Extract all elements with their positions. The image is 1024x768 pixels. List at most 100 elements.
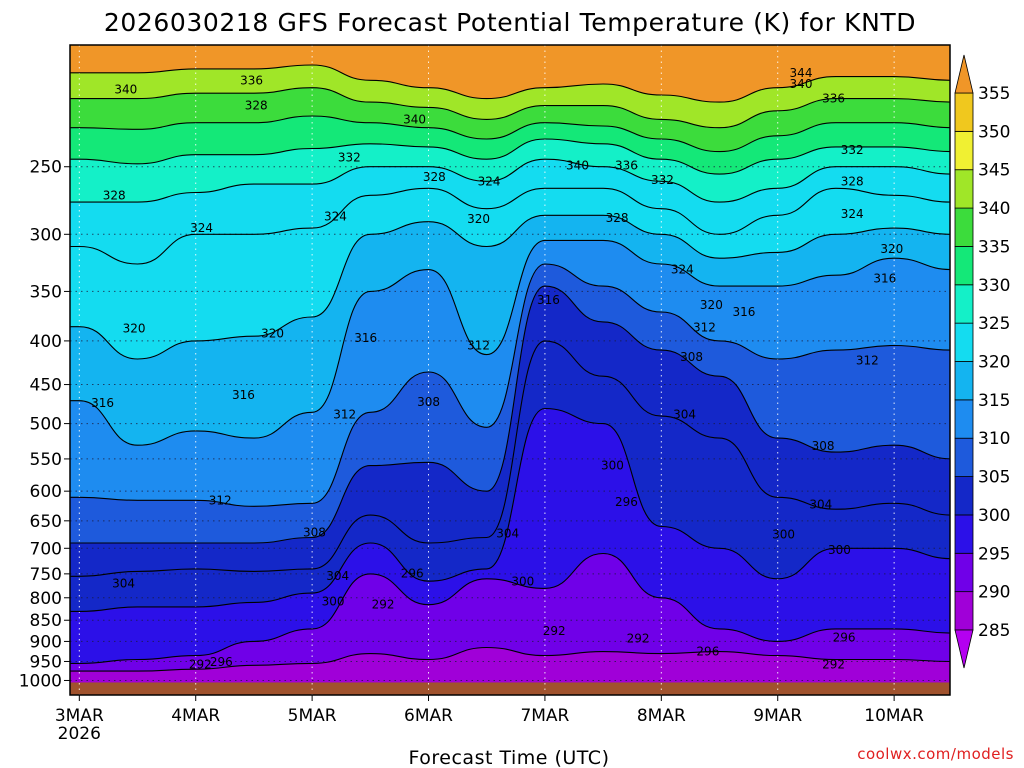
contour-label: 292 bbox=[822, 658, 845, 672]
contour-label: 328 bbox=[606, 211, 629, 225]
contour-line-336 bbox=[70, 115, 950, 153]
contour-line-304 bbox=[70, 340, 950, 577]
contour-line-316 bbox=[70, 239, 950, 446]
contour-label: 336 bbox=[240, 73, 263, 87]
colorbar-label: 335 bbox=[978, 237, 1010, 257]
colorbar-segment bbox=[954, 437, 974, 477]
contour-label: 300 bbox=[601, 459, 624, 473]
x-tick-label: 9MAR bbox=[753, 706, 802, 726]
colorbar-low-arrow bbox=[954, 629, 974, 669]
contour-label: 328 bbox=[841, 174, 864, 188]
contour-line-332 bbox=[70, 138, 950, 175]
colorbar-label: 350 bbox=[978, 122, 1010, 142]
colorbar-label: 300 bbox=[978, 506, 1010, 526]
contour-label: 324 bbox=[478, 174, 501, 188]
y-tick-label: 750 bbox=[30, 565, 62, 585]
contour-label: 312 bbox=[209, 493, 232, 507]
contour-label: 316 bbox=[733, 305, 756, 319]
contour-label: 344 bbox=[790, 66, 813, 80]
contour-label: 340 bbox=[566, 158, 589, 172]
colorbar-segment bbox=[954, 552, 974, 593]
contour-label: 316 bbox=[873, 271, 896, 285]
colorbar-label: 315 bbox=[978, 391, 1010, 411]
colorbar-segment bbox=[954, 361, 974, 401]
colorbar-label: 310 bbox=[978, 429, 1010, 449]
contour-label: 320 bbox=[700, 298, 723, 312]
contour-label: 336 bbox=[615, 158, 638, 172]
y-tick-label: 600 bbox=[30, 482, 62, 502]
contour-label: 312 bbox=[693, 321, 716, 335]
y-tick-label: 900 bbox=[30, 632, 62, 652]
y-tick-label: 450 bbox=[30, 376, 62, 396]
contour-label: 316 bbox=[232, 388, 255, 402]
colorbar-label: 330 bbox=[978, 276, 1010, 296]
contour-label: 312 bbox=[467, 339, 490, 353]
contour-line-328 bbox=[70, 158, 950, 203]
x-tick-label: 4MAR bbox=[171, 706, 220, 726]
colorbar-segment bbox=[954, 399, 974, 439]
colorbar-segment bbox=[954, 476, 974, 516]
contour-label: 312 bbox=[333, 408, 356, 422]
contour-label: 320 bbox=[123, 322, 146, 336]
contour-line-312 bbox=[70, 263, 950, 507]
contour-label: 300 bbox=[511, 575, 534, 589]
colorbar-segment bbox=[954, 591, 974, 631]
contour-label: 296 bbox=[210, 655, 233, 669]
colorbar-segment bbox=[954, 130, 974, 171]
contour-label: 340 bbox=[790, 77, 813, 91]
y-tick-label: 400 bbox=[30, 332, 62, 352]
x-tick-label: 3MAR bbox=[55, 706, 104, 726]
contour-label: 308 bbox=[417, 395, 440, 409]
contour-label: 320 bbox=[467, 212, 490, 226]
contour-label: 328 bbox=[245, 99, 268, 113]
colorbar-segment bbox=[954, 207, 974, 247]
contour-label: 308 bbox=[680, 350, 703, 364]
contour-label: 304 bbox=[809, 498, 832, 512]
colorbar-label: 305 bbox=[978, 468, 1010, 488]
contour-label: 340 bbox=[114, 83, 137, 97]
x-axis-label: Forecast Time (UTC) bbox=[409, 747, 610, 768]
contour-label: 316 bbox=[537, 293, 560, 307]
x-tick-year: 2026 bbox=[58, 724, 101, 744]
contour-label: 332 bbox=[338, 151, 361, 165]
contour-label: 292 bbox=[372, 598, 395, 612]
contour-label: 296 bbox=[833, 630, 856, 644]
color-filled-bands bbox=[70, 45, 950, 695]
contour-label: 304 bbox=[673, 408, 696, 422]
contour-label: 328 bbox=[103, 188, 126, 202]
colorbar-label: 285 bbox=[978, 621, 1010, 641]
y-tick-label: 500 bbox=[30, 415, 62, 435]
y-tick-label: 700 bbox=[30, 539, 62, 559]
contour-label: 304 bbox=[326, 569, 349, 583]
colorbar-label: 320 bbox=[978, 353, 1010, 373]
contour-line-340 bbox=[70, 87, 950, 129]
contour-lines bbox=[70, 64, 950, 672]
contour-label: 296 bbox=[696, 645, 719, 659]
x-tick-label: 7MAR bbox=[520, 706, 569, 726]
contour-label: 332 bbox=[841, 143, 864, 157]
chart-title: 2026030218 GFS Forecast Potential Temper… bbox=[104, 8, 916, 37]
contour-label: 300 bbox=[772, 527, 795, 541]
x-tick-label: 10MAR bbox=[864, 706, 924, 726]
contour-label: 308 bbox=[812, 439, 835, 453]
colorbar-label: 325 bbox=[978, 314, 1010, 334]
colorbar-label: 355 bbox=[978, 84, 1010, 104]
contour-label: 320 bbox=[880, 242, 903, 256]
contour-label: 300 bbox=[828, 543, 851, 557]
colorbar-segment bbox=[954, 284, 974, 324]
y-tick-label: 350 bbox=[30, 282, 62, 302]
contour-label: 328 bbox=[423, 170, 446, 184]
y-axis: 2503003504004505005506006507007508008509… bbox=[19, 158, 70, 691]
y-tick-label: 650 bbox=[30, 512, 62, 532]
colorbar-segment bbox=[954, 92, 974, 132]
x-tick-label: 5MAR bbox=[288, 706, 337, 726]
contour-label: 324 bbox=[841, 207, 864, 221]
contour-label: 324 bbox=[324, 210, 347, 224]
y-tick-label: 800 bbox=[30, 589, 62, 609]
contour-line-292 bbox=[70, 646, 950, 672]
colorbar: 285 290 295 300 305 310 315 320 325 330 335 340 345 3… bbox=[954, 54, 1010, 669]
